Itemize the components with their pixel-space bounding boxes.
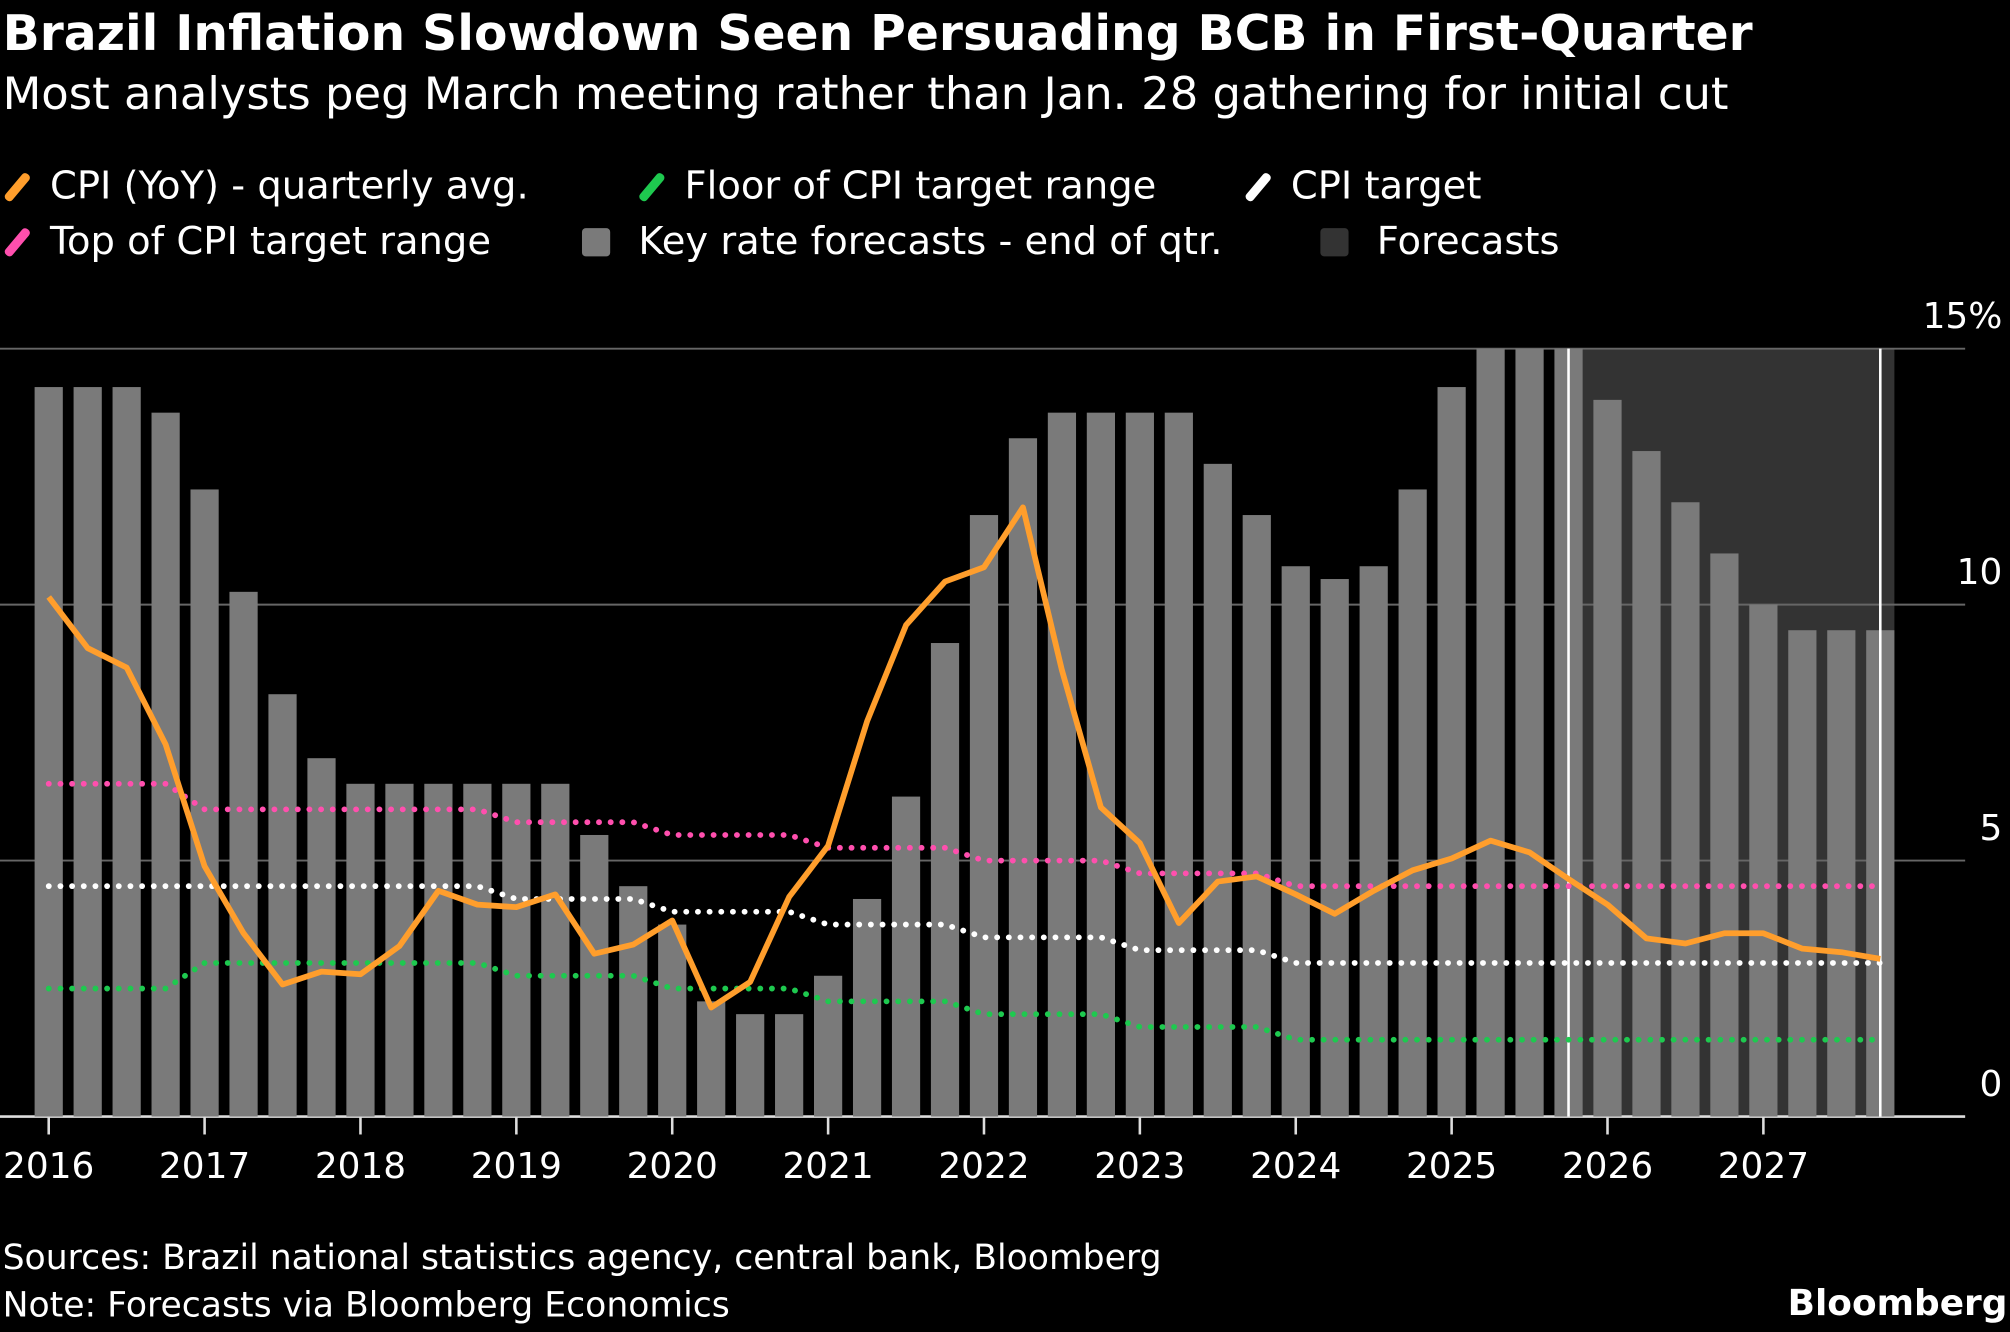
x-tick-label: 2025 xyxy=(1406,1146,1497,1187)
legend-item-key-rate: Key rate forecasts - end of qtr. xyxy=(581,219,1223,265)
x-tick-label: 2022 xyxy=(938,1146,1029,1187)
bar-key-rate xyxy=(73,387,102,1117)
line-cpi xyxy=(46,504,1881,1011)
x-tick-label: 2024 xyxy=(1250,1146,1341,1187)
x-tick-label: 2023 xyxy=(1094,1146,1185,1187)
bar-key-rate xyxy=(930,643,960,1117)
bar-key-rate xyxy=(502,783,531,1117)
bar-key-rate xyxy=(852,898,882,1117)
bar-key-rate xyxy=(658,924,687,1117)
bar-key-rate xyxy=(1827,630,1856,1117)
bar-key-rate xyxy=(346,783,375,1117)
legend-label: CPI target xyxy=(1290,164,1482,209)
legend-label: Floor of CPI target range xyxy=(684,164,1157,209)
bar-key-rate xyxy=(1242,515,1271,1117)
x-tick-label: 2019 xyxy=(471,1146,562,1187)
y-tick-label: 5 xyxy=(1979,808,2002,849)
line-floor-of-cpi-target-range xyxy=(45,960,1884,1043)
bar-key-rate xyxy=(969,515,999,1117)
legend-label: Forecasts xyxy=(1376,219,1560,265)
forecast-note: Note: Forecasts via Bloomberg Economics xyxy=(2,1285,730,1326)
x-tick-label: 2016 xyxy=(3,1146,94,1187)
bar-key-rate xyxy=(307,758,336,1117)
bar-key-rate xyxy=(1788,630,1817,1117)
bar-key-rate xyxy=(1515,348,1544,1117)
legend-item-top: Top of CPI target range xyxy=(0,219,491,264)
y-tick-label: 10 xyxy=(1957,552,2003,593)
legend-label: Key rate forecasts - end of qtr. xyxy=(638,219,1223,265)
bar-key-rate xyxy=(1281,566,1310,1117)
chart-subtitle: Most analysts peg March meeting rather t… xyxy=(2,69,1729,121)
bar-key-rate xyxy=(891,796,921,1117)
bar-key-rate xyxy=(1164,412,1193,1117)
x-tick-label: 2017 xyxy=(159,1146,250,1187)
sources-note: Sources: Brazil national statistics agen… xyxy=(2,1238,1162,1279)
bar-key-rate xyxy=(34,387,63,1117)
legend-item-cpi: CPI (YoY) - quarterly avg. xyxy=(0,164,529,209)
bar-key-rate xyxy=(424,783,453,1117)
legend-label: Top of CPI target range xyxy=(49,219,492,265)
legend-item-floor: Floor of CPI target range xyxy=(635,164,1157,209)
bar-key-rate xyxy=(1749,604,1778,1117)
bar-key-rate xyxy=(1047,412,1077,1117)
bar-key-rate xyxy=(1632,451,1661,1117)
bar-key-rate xyxy=(1671,502,1700,1117)
legend-item-forecasts: Forecasts xyxy=(1320,219,1560,265)
bar-key-rate xyxy=(463,783,492,1117)
chart-title: Brazil Inflation Slowdown Seen Persuadin… xyxy=(2,5,1753,62)
bar-key-rate xyxy=(1125,412,1154,1117)
bar-key-rate xyxy=(619,886,648,1117)
legend-swatch-forecasts xyxy=(1320,227,1349,256)
x-tick-label: 2027 xyxy=(1718,1146,1809,1187)
bar-key-rate xyxy=(1359,566,1388,1117)
x-tick-label: 2026 xyxy=(1562,1146,1653,1187)
legend-swatch-key-rate xyxy=(581,227,611,256)
bar-key-rate xyxy=(151,412,180,1117)
legend-item-target: CPI target xyxy=(1241,164,1482,209)
bar-key-rate xyxy=(1320,579,1349,1117)
bloomberg-logo: Bloomberg xyxy=(1787,1281,2008,1325)
x-tick-label: 2021 xyxy=(782,1146,873,1187)
bar-key-rate xyxy=(112,387,141,1117)
legend-label: CPI (YoY) - quarterly avg. xyxy=(49,164,529,209)
bar-key-rate xyxy=(1203,463,1232,1117)
line-top-of-cpi-target-range xyxy=(45,780,1884,890)
bar-key-rate xyxy=(268,694,297,1117)
bar-key-rate xyxy=(697,1001,726,1117)
bar-key-rate xyxy=(541,783,570,1117)
bar-key-rate xyxy=(229,591,258,1117)
bar-key-rate xyxy=(775,1014,804,1117)
y-tick-label: 15% xyxy=(1923,296,2003,337)
bar-key-rate xyxy=(1437,387,1466,1117)
bar-key-rate xyxy=(1476,348,1505,1117)
x-tick-label: 2018 xyxy=(315,1146,406,1187)
bar-key-rate xyxy=(1398,489,1427,1117)
bar-key-rate xyxy=(736,1014,765,1117)
bar-key-rate xyxy=(1710,553,1739,1117)
x-tick-label: 2020 xyxy=(627,1146,718,1187)
line-cpi-target xyxy=(45,883,1884,966)
y-tick-label: 0 xyxy=(1979,1064,2002,1105)
bar-key-rate xyxy=(1593,399,1622,1117)
